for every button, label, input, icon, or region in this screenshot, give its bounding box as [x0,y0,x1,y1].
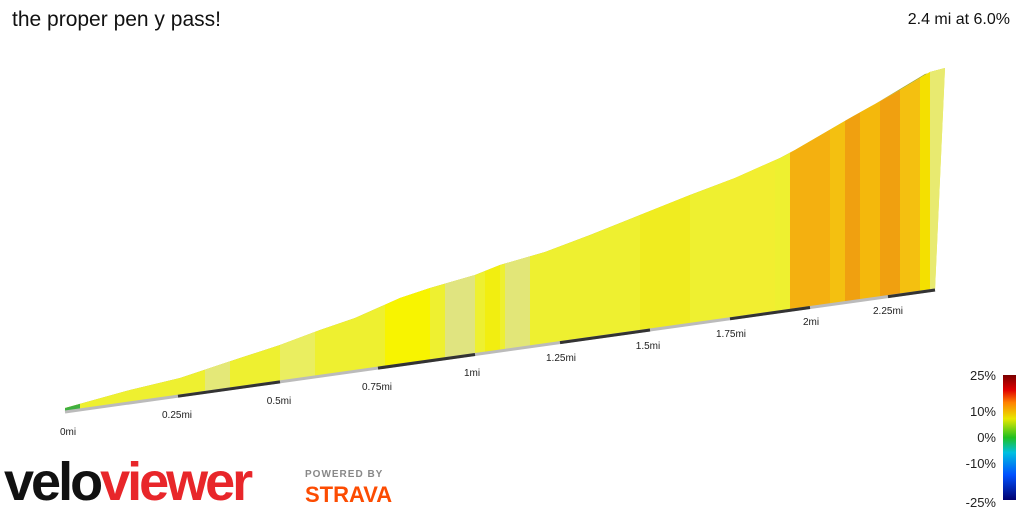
legend-label: 10% [970,404,996,419]
distance-label: 1.25mi [546,353,576,364]
distance-label: 0.75mi [362,382,392,393]
gradient-legend: 25% 10% 0% -10% -25% [966,368,997,510]
strava: STRAVA [305,482,392,507]
logo-velo: velo [4,452,101,512]
logo-viewer: viewer [100,452,253,512]
legend-label: 0% [977,430,996,445]
legend-label: -25% [966,495,997,510]
route-summary: 2.4 mi at 6.0% [908,11,1010,28]
distance-labels: 0mi 0.25mi 0.5mi 0.75mi 1mi 1.25mi 1.5mi 1.75mi… [60,306,903,438]
distance-label: 2.25mi [873,306,903,317]
distance-label: 1mi [464,368,480,379]
distance-label: 0mi [60,427,76,438]
distance-label: 0.5mi [267,396,291,407]
distance-label: 2mi [803,317,819,328]
distance-label: 1.5mi [636,341,660,352]
distance-label: 1.75mi [716,329,746,340]
powered-by: POWERED BY [305,469,383,480]
legend-label: -10% [966,456,997,471]
profile-face [65,68,945,412]
distance-label: 0.25mi [162,410,192,421]
legend-label: 25% [970,368,996,383]
distance-bands [177,288,936,398]
logo: veloviewer [4,452,253,512]
route-title: the proper pen y pass! [12,8,221,31]
gradient-bar [1003,375,1016,500]
